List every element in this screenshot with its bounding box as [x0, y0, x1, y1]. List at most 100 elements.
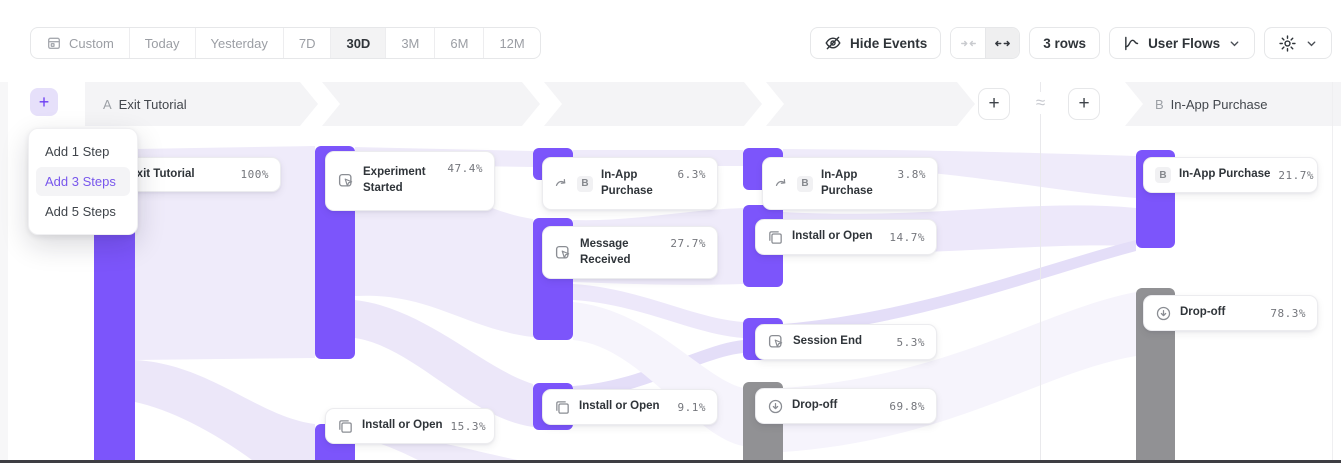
eye-off-icon: [824, 34, 842, 52]
flows-chart-icon: [1123, 35, 1140, 52]
node-value: 14.7%: [889, 230, 925, 244]
event-cursor-icon: [767, 333, 785, 351]
node-label: Install or Open: [792, 230, 873, 243]
range-yesterday[interactable]: Yesterday: [196, 28, 284, 58]
node-value: 69.8%: [889, 399, 925, 413]
redirect-arrow-icon: [554, 176, 569, 191]
node-card-in-app-purchase-2[interactable]: B In-App Purchase 3.8%: [762, 157, 938, 210]
overlapping-squares-icon: [337, 418, 354, 435]
node-card-exit-tutorial[interactable]: Exit Tutorial 100%: [117, 157, 281, 192]
node-label: Drop-off: [1180, 306, 1226, 319]
node-card-session-end[interactable]: Session End 5.3%: [755, 324, 937, 360]
bottom-edge: [0, 460, 1341, 463]
settings-dropdown[interactable]: [1264, 27, 1333, 59]
node-label: In-App Purchase: [821, 168, 873, 197]
node-card-in-app-purchase-1[interactable]: B In-App Purchase 6.3%: [542, 157, 718, 210]
series-b-badge: B: [797, 175, 813, 192]
add-step-button[interactable]: +: [30, 88, 58, 116]
range-today[interactable]: Today: [130, 28, 196, 58]
flow-step-segment[interactable]: [322, 82, 540, 126]
node-label: Install or Open: [362, 419, 443, 432]
view-toolbar: Hide Events 3 rows User Flows: [810, 27, 1333, 59]
drop-off-arrow-icon: [1155, 305, 1172, 322]
node-value: 47.4%: [447, 162, 483, 175]
calendar-icon: [46, 35, 62, 51]
flow-step-segment-b[interactable]: B In-App Purchase: [1125, 82, 1341, 126]
node-value: 21.7%: [1278, 168, 1315, 182]
series-a-prefix: A: [103, 96, 112, 112]
node-label: In-App Purchase: [601, 168, 653, 197]
rows-count-label: 3 rows: [1043, 35, 1087, 51]
overlapping-squares-icon: [554, 399, 571, 416]
series-divider: [1040, 82, 1041, 463]
range-label: 6M: [450, 35, 469, 51]
flow-step-segment[interactable]: [766, 82, 975, 126]
node-card-install-or-open-3[interactable]: Install or Open 14.7%: [755, 219, 937, 255]
node-value: 6.3%: [677, 168, 706, 181]
collapse-columns-icon[interactable]: [951, 28, 986, 58]
chevron-down-icon: [1305, 37, 1318, 50]
menu-item-add-3-steps[interactable]: Add 3 Steps: [36, 167, 130, 196]
node-value: 78.3%: [1270, 306, 1306, 320]
view-selector-dropdown[interactable]: User Flows: [1109, 27, 1256, 59]
series-b-badge: B: [1155, 167, 1171, 183]
redirect-arrow-icon: [774, 176, 789, 191]
range-label: Yesterday: [210, 35, 268, 51]
node-card-message-received[interactable]: Message Received 27.7%: [542, 226, 718, 279]
series-b-prefix: B: [1155, 96, 1164, 112]
node-value: 100%: [240, 168, 269, 181]
add-steps-menu: Add 1 Step Add 3 Steps Add 5 Steps: [28, 128, 138, 235]
range-label: 3M: [401, 35, 420, 51]
node-value: 3.8%: [897, 168, 926, 181]
settings-gear-icon: [1278, 34, 1297, 53]
overlapping-squares-icon: [767, 229, 784, 246]
range-12m[interactable]: 12M: [484, 28, 539, 58]
event-cursor-icon: [337, 172, 355, 190]
series-a-title: Exit Tutorial: [118, 96, 187, 112]
menu-item-add-1-step[interactable]: Add 1 Step: [45, 144, 110, 159]
view-selector-label: User Flows: [1148, 35, 1221, 51]
node-label: Session End: [793, 335, 863, 348]
node-card-install-or-open-2[interactable]: Install or Open 9.1%: [542, 389, 718, 425]
range-30d[interactable]: 30D: [331, 28, 387, 58]
panel-right-border: [1332, 82, 1333, 463]
range-7d[interactable]: 7D: [284, 28, 332, 58]
hide-events-label: Hide Events: [850, 35, 928, 51]
menu-item-add-5-steps[interactable]: Add 5 Steps: [45, 204, 116, 219]
node-value: 9.1%: [677, 400, 706, 414]
node-label: Exit Tutorial: [129, 167, 195, 180]
flow-step-segment[interactable]: [544, 82, 762, 126]
node-value: 5.3%: [896, 335, 925, 349]
node-card-drop-off-1[interactable]: Drop-off 69.8%: [755, 388, 937, 424]
range-3m[interactable]: 3M: [386, 28, 436, 58]
approx-squiggle-icon: ≈: [1029, 92, 1052, 114]
rows-count-button[interactable]: 3 rows: [1029, 27, 1101, 59]
flow-step-segment-a[interactable]: A Exit Tutorial: [85, 82, 318, 126]
node-value: 27.7%: [670, 237, 706, 250]
chevron-down-icon: [1228, 37, 1241, 50]
node-card-install-or-open-1[interactable]: Install or Open 15.3%: [325, 408, 495, 444]
date-range-selector: Custom Today Yesterday 7D 30D 3M 6M 12M: [30, 27, 541, 59]
node-label: In-App Purchase: [1179, 168, 1271, 181]
column-width-toggle: [950, 27, 1021, 59]
series-b-title: In-App Purchase: [1170, 96, 1268, 112]
node-label: Message Received: [580, 237, 631, 266]
prepend-step-b-button[interactable]: +: [1068, 88, 1100, 120]
range-6m[interactable]: 6M: [435, 28, 485, 58]
node-label: Drop-off: [792, 399, 838, 412]
append-step-a-button[interactable]: +: [978, 88, 1010, 120]
range-label: Today: [144, 35, 180, 51]
node-card-experiment-started[interactable]: Experiment Started 47.4%: [325, 151, 495, 211]
hide-events-button[interactable]: Hide Events: [810, 27, 942, 59]
range-label: Custom: [69, 35, 114, 51]
node-label: Experiment Started: [363, 166, 426, 194]
range-label: 30D: [346, 35, 371, 51]
node-card-in-app-purchase-b[interactable]: B In-App Purchase 21.7%: [1143, 157, 1318, 193]
expand-columns-icon[interactable]: [985, 28, 1020, 58]
node-card-drop-off-b[interactable]: Drop-off 78.3%: [1143, 295, 1318, 331]
node-value: 15.3%: [450, 419, 487, 433]
range-label: 12M: [499, 35, 525, 51]
event-cursor-icon: [554, 244, 572, 262]
range-custom[interactable]: Custom: [31, 28, 130, 58]
